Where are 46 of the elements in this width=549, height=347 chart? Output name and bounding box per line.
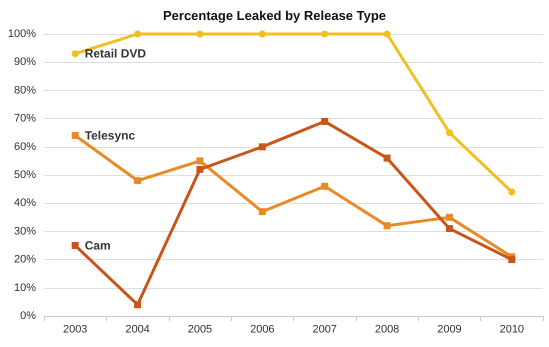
- point: [258, 208, 266, 216]
- x-tick-label: 2005: [188, 324, 212, 336]
- point: [134, 301, 142, 308]
- point: [196, 30, 204, 38]
- x-tick-label: 2006: [250, 324, 275, 336]
- point: [384, 222, 391, 230]
- chart-title: Percentage Leaked by Release Type: [162, 8, 386, 23]
- y-tick-label: 50%: [14, 169, 36, 181]
- point: [384, 30, 391, 38]
- point: [508, 188, 516, 196]
- point: [508, 256, 516, 264]
- point: [134, 177, 142, 184]
- x-tick-label: 2004: [125, 324, 150, 336]
- point: [446, 214, 453, 221]
- x-tick-label: 2007: [312, 324, 337, 336]
- x-tick-label: 2003: [62, 324, 88, 336]
- point: [196, 157, 204, 164]
- point: [72, 50, 79, 58]
- y-tick-label: 70%: [14, 112, 36, 125]
- y-tick-label: 30%: [14, 225, 36, 238]
- y-tick-label: 60%: [14, 140, 36, 153]
- y-tick-label: 20%: [14, 254, 36, 266]
- x-tick-label: 2010: [500, 324, 524, 336]
- y-tick-label: 40%: [14, 197, 36, 210]
- point: [321, 182, 328, 190]
- series-label: Retail DVD: [84, 46, 146, 61]
- x-tick-label: 2009: [437, 324, 462, 336]
- y-tick-label: 0%: [20, 310, 36, 322]
- x-tick-label: 2008: [374, 324, 400, 336]
- y-tick-label: 100%: [8, 28, 36, 40]
- series-label: Telesync: [84, 128, 136, 143]
- y-tick-label: 10%: [14, 282, 36, 294]
- point: [134, 30, 142, 38]
- point: [72, 242, 79, 249]
- y-tick-label: 90%: [14, 56, 36, 68]
- point: [446, 129, 453, 136]
- point: [384, 154, 391, 162]
- series-label: Cam: [84, 238, 111, 252]
- point: [321, 30, 328, 38]
- point: [258, 30, 266, 38]
- point: [258, 143, 266, 150]
- point: [72, 132, 79, 140]
- point: [321, 118, 328, 125]
- point: [196, 166, 204, 173]
- y-tick-label: 80%: [14, 84, 36, 96]
- point: [446, 225, 453, 232]
